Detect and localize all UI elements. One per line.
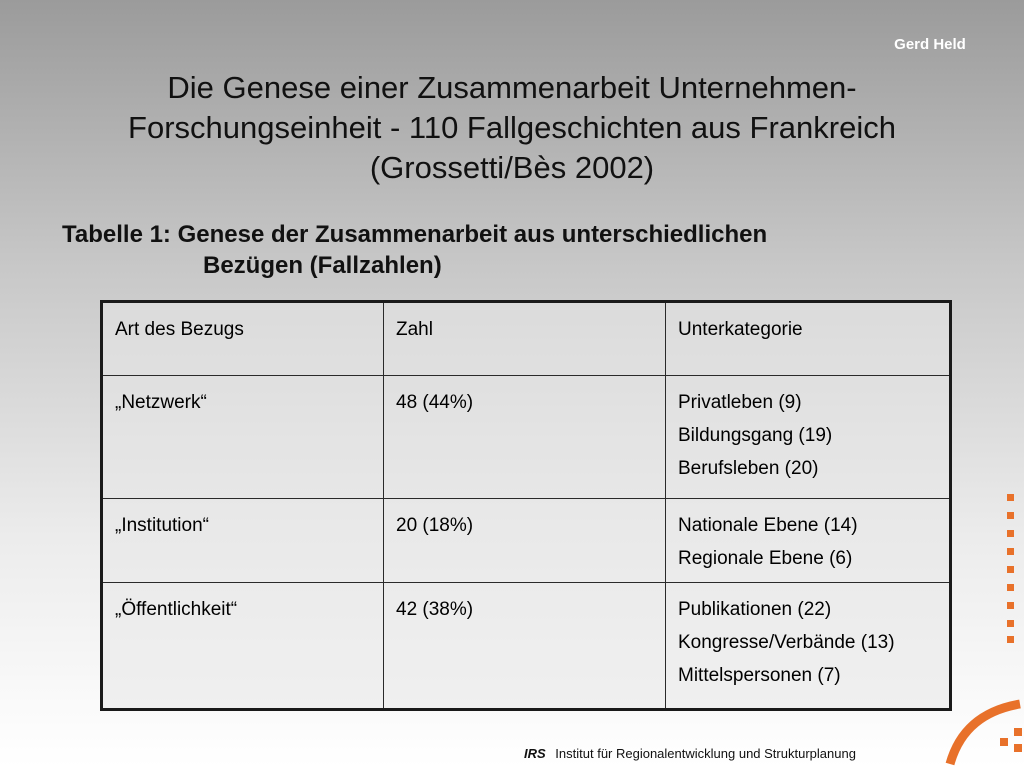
cell-zahl: 20 (18%)	[383, 498, 666, 583]
orange-arc-logo-icon	[945, 699, 1022, 766]
table-header-row: Art des Bezugs Zahl Unterkategorie	[101, 301, 951, 376]
caption-line-2: Bezügen (Fallzahlen)	[203, 252, 442, 279]
sub-item: Berufsleben (20)	[678, 458, 819, 479]
dot-icon	[1007, 620, 1014, 627]
sub-item: Kongresse/Verbände (13)	[678, 632, 895, 653]
dot-icon	[1007, 636, 1014, 643]
author-name: Gerd Held	[894, 36, 966, 53]
sub-item: Nationale Ebene (14)	[678, 515, 858, 536]
slide-title: Die Genese einer Zusammenarbeit Unterneh…	[40, 68, 984, 188]
table-row: „Öffentlichkeit“ 42 (38%) Publikationen …	[101, 582, 951, 710]
dot-icon	[1007, 602, 1014, 609]
dot-icon	[1007, 530, 1014, 537]
cell-zahl: 42 (38%)	[383, 582, 666, 710]
footer: IRS Institut für Regionalentwicklung und…	[524, 746, 856, 761]
caption-line-1: Tabelle 1: Genese der Zusammenarbeit aus…	[62, 221, 768, 248]
sub-item: Mittelspersonen (7)	[678, 665, 841, 686]
table-row: „Netzwerk“ 48 (44%) Privatleben (9) Bild…	[101, 375, 951, 499]
dot-icon	[1007, 494, 1014, 501]
table-row: „Institution“ 20 (18%) Nationale Ebene (…	[101, 498, 951, 583]
data-table: Art des Bezugs Zahl Unterkategorie „Netz…	[100, 300, 952, 711]
header-unterkategorie: Unterkategorie	[665, 301, 951, 376]
title-line-2: Forschungseinheit - 110 Fallgeschichten …	[128, 110, 896, 145]
sub-item: Publikationen (22)	[678, 599, 832, 620]
sub-item: Bildungsgang (19)	[678, 425, 833, 446]
table-caption: Tabelle 1: Genese der Zusammenarbeit aus…	[62, 219, 942, 281]
footer-org-name: Institut für Regionalentwicklung und Str…	[555, 746, 856, 761]
cell-unterkategorie: Privatleben (9) Bildungsgang (19) Berufs…	[665, 375, 951, 499]
sub-item: Regionale Ebene (6)	[678, 548, 853, 569]
dot-icon	[1007, 548, 1014, 555]
cell-unterkategorie: Nationale Ebene (14) Regionale Ebene (6)	[665, 498, 951, 583]
title-line-3: (Grossetti/Bès 2002)	[369, 150, 655, 185]
cell-art: „Öffentlichkeit“	[101, 582, 384, 710]
cell-art: „Institution“	[101, 498, 384, 583]
cell-art: „Netzwerk“	[101, 375, 384, 499]
cell-zahl: 48 (44%)	[383, 375, 666, 499]
cell-unterkategorie: Publikationen (22) Kongresse/Verbände (1…	[665, 582, 951, 710]
title-line-1: Die Genese einer Zusammenarbeit Unterneh…	[167, 70, 857, 105]
header-zahl: Zahl	[383, 301, 666, 376]
sub-item: Privatleben (9)	[678, 392, 802, 413]
header-art: Art des Bezugs	[101, 301, 384, 376]
dot-icon	[1007, 584, 1014, 591]
dot-icon	[1007, 566, 1014, 573]
footer-org-short: IRS	[524, 746, 546, 761]
dot-icon	[1007, 512, 1014, 519]
